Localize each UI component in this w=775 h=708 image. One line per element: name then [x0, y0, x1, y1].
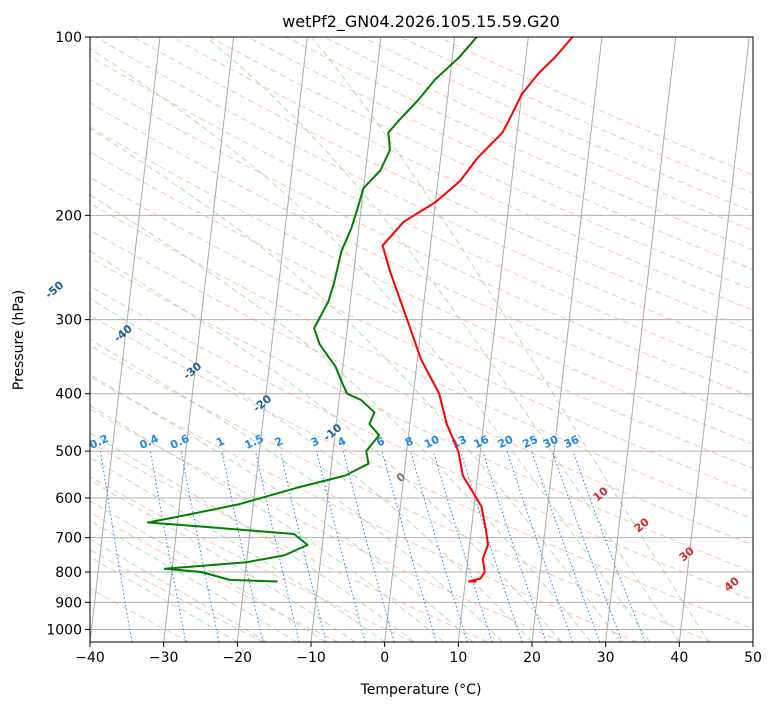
x-tick-label: −10: [296, 650, 326, 666]
x-tick-label: −30: [149, 650, 179, 666]
background-lines: [90, 37, 753, 642]
mixing-ratio-line: [279, 450, 327, 642]
x-tick-label: −20: [223, 650, 253, 666]
mixing-ratio-line: [460, 450, 523, 642]
dry-adiabat: [90, 78, 753, 398]
y-tick-label: 600: [55, 491, 82, 507]
mixing-ratio-label: 10: [422, 433, 442, 451]
x-tick-label: 20: [523, 650, 541, 666]
mixing-ratio-labels: 0.2 0.4 0.6 1 1.5 2 3 4 6 8 10 13 16 20 25 30 36: [87, 432, 581, 452]
y-tick-label: 200: [55, 208, 82, 224]
plot-frame: [89, 36, 754, 643]
moist-adiabat: [311, 37, 710, 642]
dry-adiabat: [133, 37, 753, 332]
isotherm-line: [384, 37, 456, 642]
mixing-ratio-line: [572, 450, 646, 642]
mixing-ratio-label: 25: [521, 433, 540, 451]
mixing-ratio-line: [410, 450, 468, 642]
y-axis-label: Pressure (hPa): [11, 290, 27, 390]
isotherm-line: [457, 37, 529, 642]
dry-adiabat: [90, 229, 753, 546]
dry-adiabat: [90, 549, 264, 642]
dry-adiabat: [90, 441, 488, 642]
mixing-ratio-line: [432, 450, 493, 642]
dry-adiabat: [90, 314, 753, 630]
mixing-ratio-line: [381, 450, 437, 642]
moist-adiabat: [90, 127, 621, 642]
sounding-series: [147, 37, 574, 583]
x-axis-label: Temperature (°C): [360, 682, 482, 698]
dry-adiabat: [90, 151, 753, 469]
moist-adiabat: [90, 297, 533, 642]
mixing-ratio-line: [482, 450, 547, 642]
mixing-ratio-label: 20: [496, 433, 516, 451]
moist-adiabat: [90, 250, 562, 642]
moist-adiabat: [90, 338, 503, 642]
isotherm-line: [310, 37, 382, 642]
mixing-ratio-line: [551, 450, 623, 642]
moist-adiabat: [90, 432, 415, 642]
dry-adiabat: [90, 408, 563, 642]
x-tick-label: 30: [597, 650, 615, 666]
dry-adiabat: [90, 176, 753, 494]
temperature-profile: [381, 37, 574, 583]
y-tick-label: 800: [55, 565, 82, 581]
chart-title: wetPf2_GN04.2026.105.15.59.G20: [282, 12, 560, 32]
y-axis: 100 200 300 400 500 600 700 800 900 1000: [46, 30, 90, 638]
moist-adiabat: [90, 500, 326, 642]
isotherm-line: [605, 37, 677, 642]
moist-adiabat: [90, 457, 385, 642]
moist-adiabat: [90, 479, 356, 642]
moist-adiabat: [205, 37, 680, 642]
y-tick-label: 1000: [46, 622, 82, 638]
moist-adiabat: [90, 47, 651, 642]
y-tick-label: 300: [55, 313, 82, 329]
mixing-ratio-label: 13: [449, 433, 468, 451]
mixing-ratio-line: [506, 450, 574, 642]
isotherm-line: [236, 37, 308, 642]
isotherm-line: [90, 37, 161, 642]
x-tick-label: 0: [380, 650, 389, 666]
x-axis: −40 −30 −20 −10 0 10 20 30 40 50: [75, 642, 762, 666]
mixing-ratio-label: 16: [472, 433, 492, 451]
isotherm-line: [531, 37, 603, 642]
dry-adiabat: [90, 345, 712, 642]
moist-adiabat: [90, 194, 592, 642]
y-tick-label: 400: [55, 387, 82, 403]
mixing-ratio-line: [316, 450, 366, 642]
mixing-ratio-label: 30: [541, 433, 561, 451]
x-tick-label: 50: [744, 650, 762, 666]
mixing-ratio-line: [180, 451, 220, 642]
y-tick-label: 500: [55, 444, 82, 460]
moist-adiabat: [90, 374, 474, 642]
y-tick-label: 900: [55, 595, 82, 611]
dewpoint-profile: [147, 37, 478, 583]
y-tick-label: 700: [55, 531, 82, 547]
mixing-ratio-label: 36: [562, 433, 582, 451]
mixing-ratio-line: [531, 450, 601, 642]
y-tick-label: 100: [55, 30, 82, 46]
isotherm-line: [163, 37, 235, 642]
dry-adiabat: [90, 55, 753, 376]
mixing-ratio-line: [342, 450, 395, 642]
x-tick-label: −40: [75, 650, 105, 666]
mixing-ratio-line: [221, 451, 264, 642]
isotherm-line: [678, 37, 750, 642]
mixing-ratio-line: [255, 450, 300, 642]
x-tick-label: 40: [670, 650, 688, 666]
dry-adiabat: [90, 511, 339, 642]
dry-adiabat: [171, 37, 753, 311]
x-tick-label: 10: [449, 650, 467, 666]
